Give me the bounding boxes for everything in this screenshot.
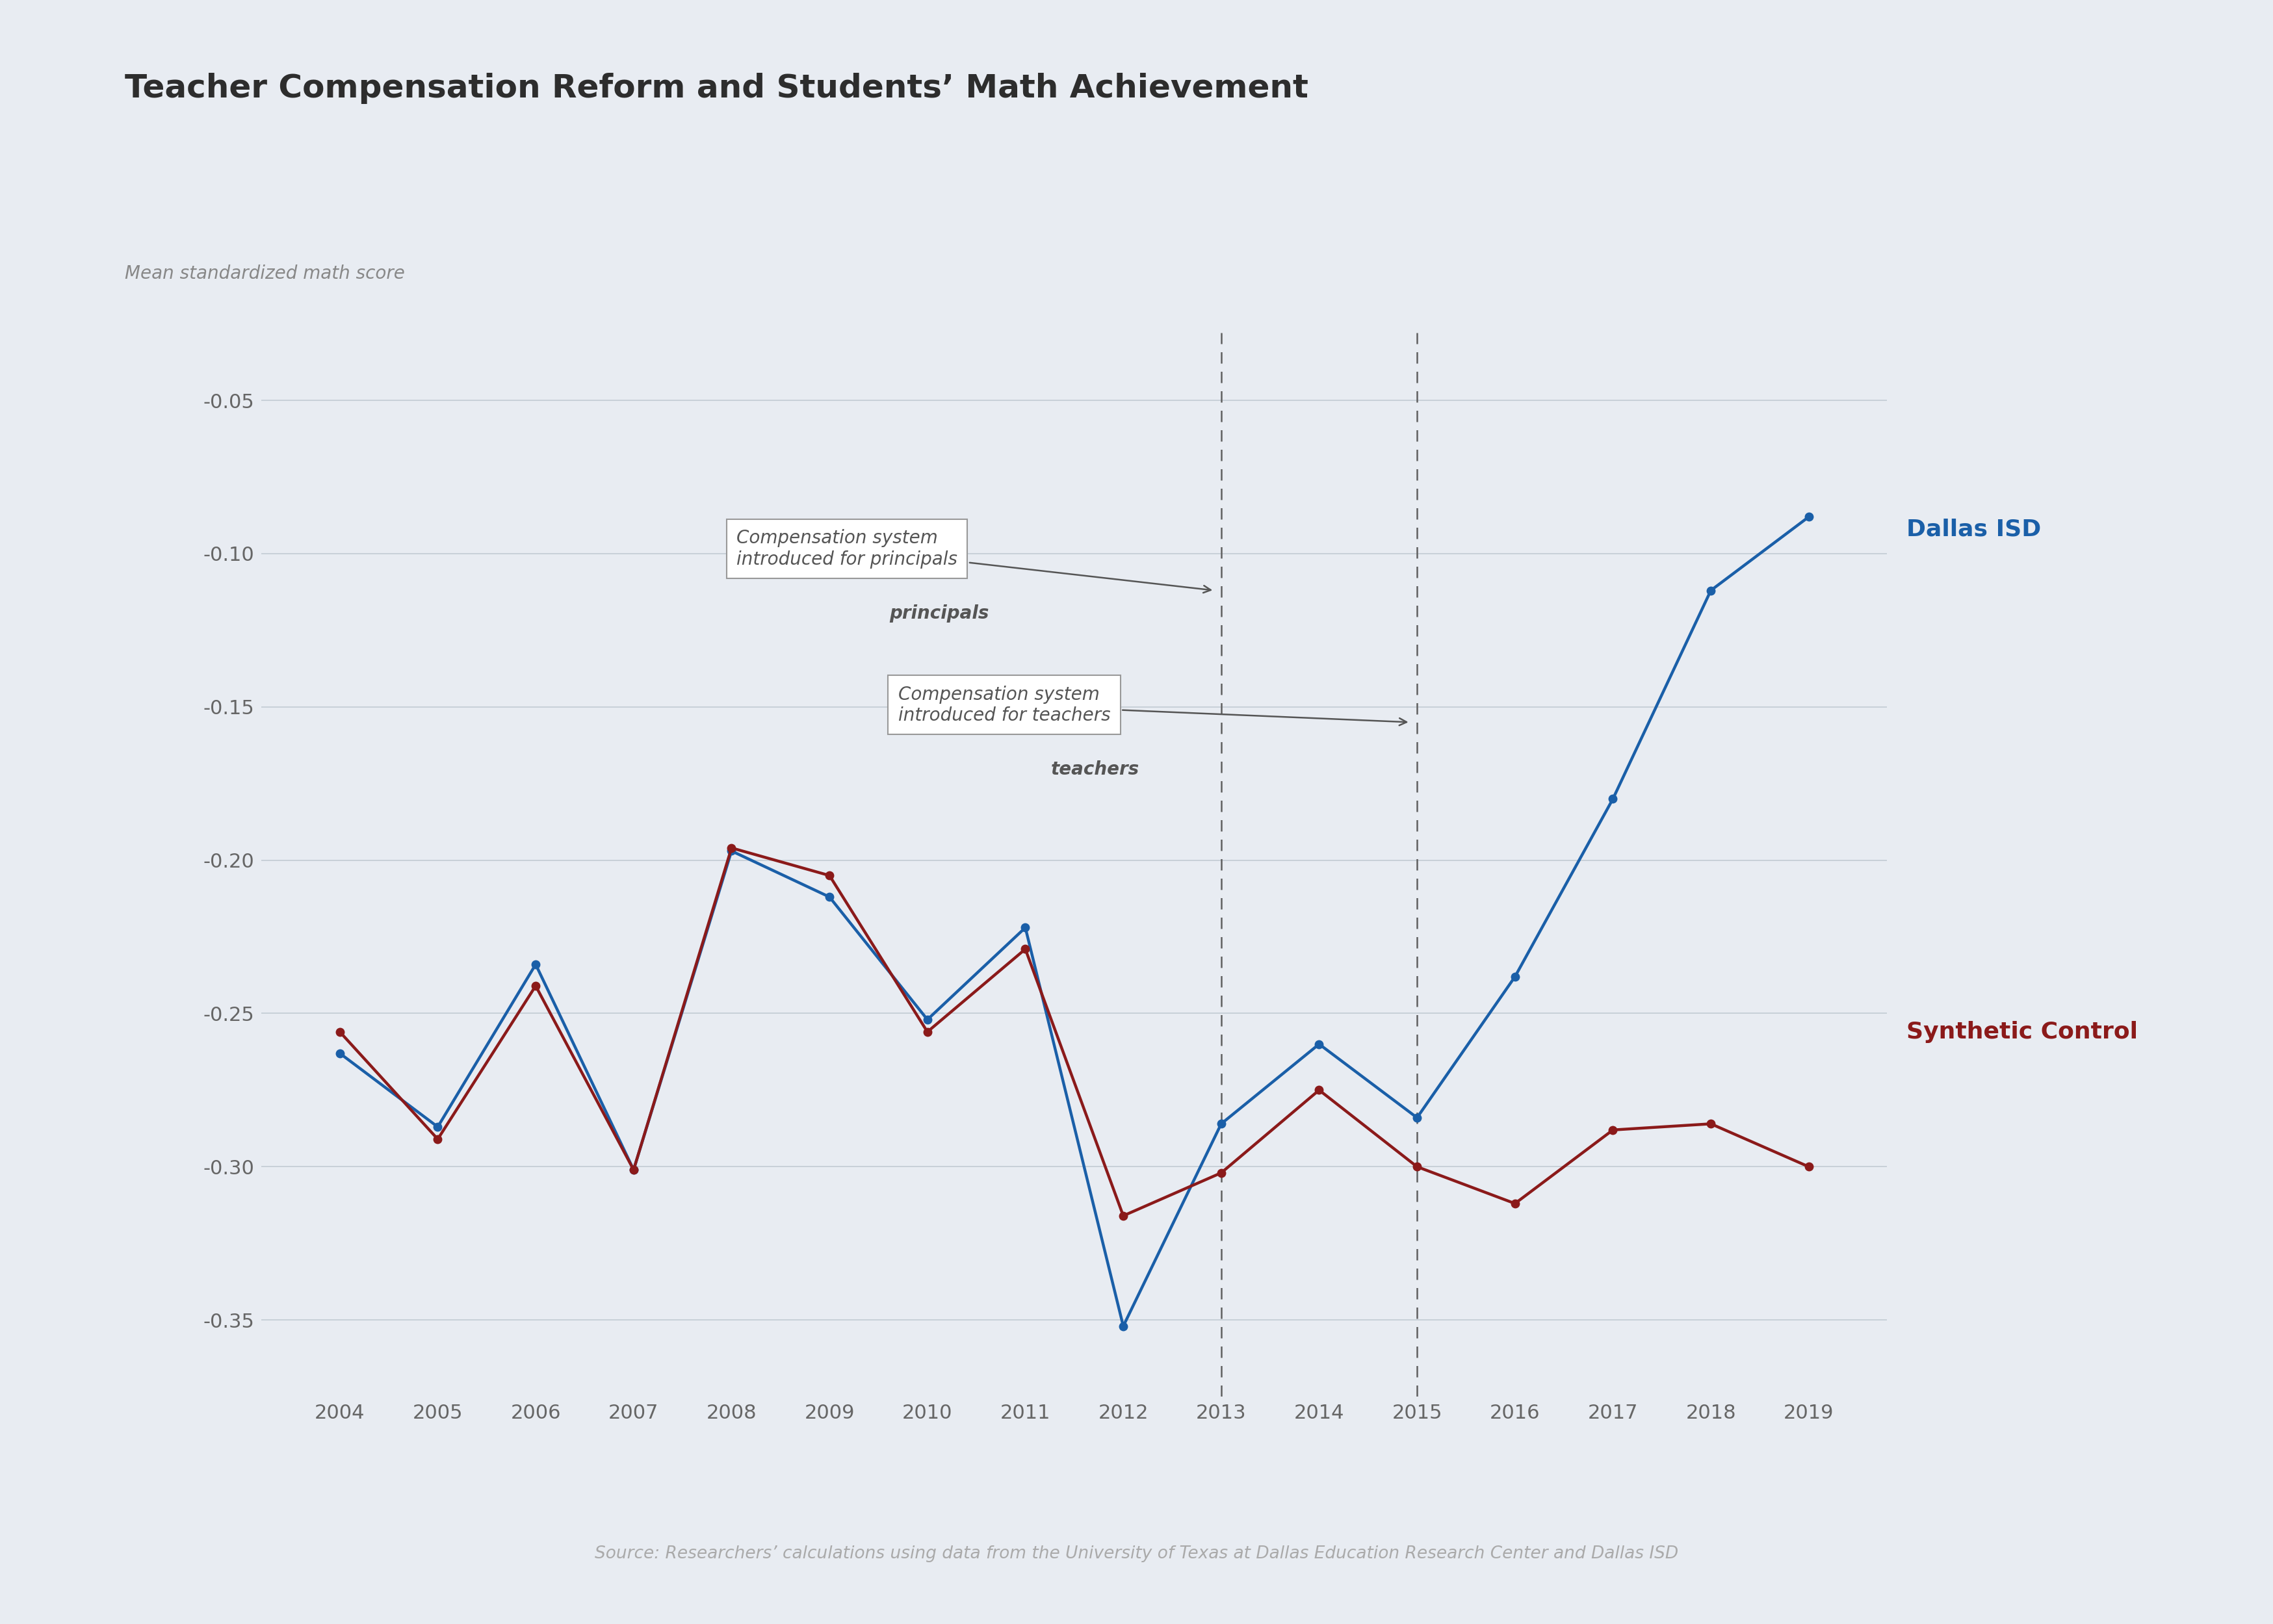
Text: principals: principals bbox=[889, 604, 989, 622]
Text: Synthetic Control: Synthetic Control bbox=[1907, 1021, 2137, 1043]
Text: Dallas ISD: Dallas ISD bbox=[1907, 518, 2041, 541]
Text: Teacher Compensation Reform and Students’ Math Achievement: Teacher Compensation Reform and Students… bbox=[125, 73, 1309, 104]
Text: Source: Researchers’ calculations using data from the University of Texas at Dal: Source: Researchers’ calculations using … bbox=[596, 1546, 1677, 1562]
Text: Mean standardized math score: Mean standardized math score bbox=[125, 265, 405, 283]
Text: Compensation system
introduced for teachers: Compensation system introduced for teach… bbox=[898, 685, 1407, 726]
Text: teachers: teachers bbox=[1050, 760, 1139, 780]
Text: Compensation system
introduced for principals: Compensation system introduced for princ… bbox=[736, 529, 1212, 593]
